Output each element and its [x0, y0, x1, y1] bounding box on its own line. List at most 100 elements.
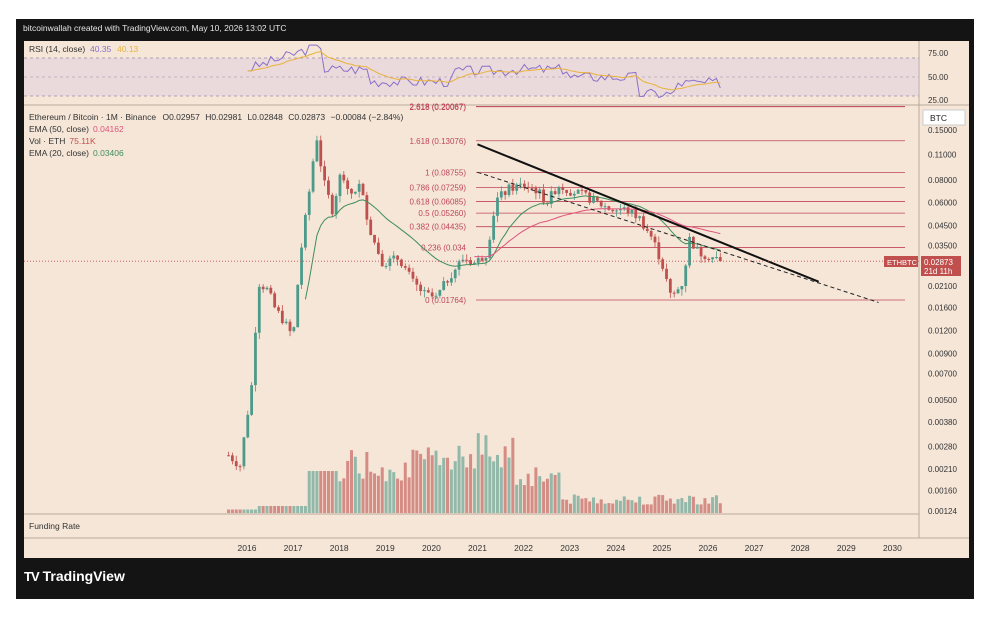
candle[interactable] — [380, 253, 384, 267]
candle[interactable] — [227, 455, 230, 457]
candle[interactable] — [461, 259, 465, 262]
candle[interactable] — [465, 259, 469, 261]
candle[interactable] — [261, 286, 265, 290]
candle[interactable] — [242, 437, 246, 467]
candle[interactable] — [453, 269, 457, 279]
candle[interactable] — [496, 197, 499, 216]
candle[interactable] — [476, 258, 480, 263]
candle[interactable] — [661, 259, 665, 269]
candle[interactable] — [688, 236, 691, 266]
candle[interactable] — [254, 332, 257, 386]
candle[interactable] — [507, 184, 511, 195]
candle[interactable] — [438, 289, 442, 296]
candle[interactable] — [250, 385, 254, 415]
candle[interactable] — [446, 281, 449, 283]
candle[interactable] — [415, 278, 419, 285]
candle[interactable] — [542, 189, 545, 203]
candle[interactable] — [407, 267, 411, 272]
candle[interactable] — [307, 191, 311, 215]
candle[interactable] — [595, 196, 599, 201]
candle[interactable] — [668, 279, 672, 293]
candle[interactable] — [549, 191, 553, 204]
candle[interactable] — [672, 292, 676, 294]
candle[interactable] — [569, 192, 572, 196]
candle[interactable] — [369, 219, 373, 236]
candle[interactable] — [288, 321, 292, 332]
candle[interactable] — [342, 174, 346, 181]
candle[interactable] — [699, 246, 703, 257]
candle[interactable] — [353, 191, 357, 194]
candle[interactable] — [703, 256, 707, 260]
candle[interactable] — [561, 187, 565, 190]
candle[interactable] — [599, 200, 603, 207]
candle[interactable] — [265, 287, 269, 290]
candle[interactable] — [580, 189, 584, 191]
candle[interactable] — [638, 216, 642, 219]
candle[interactable] — [392, 255, 396, 259]
candle[interactable] — [676, 289, 680, 294]
candle[interactable] — [315, 140, 319, 162]
candle[interactable] — [522, 183, 526, 187]
candle[interactable] — [303, 214, 307, 248]
candle[interactable] — [526, 186, 530, 188]
candle[interactable] — [442, 281, 446, 290]
candle[interactable] — [680, 286, 684, 290]
candle[interactable] — [311, 161, 315, 192]
candle[interactable] — [426, 290, 430, 293]
candle[interactable] — [449, 278, 453, 283]
candle[interactable] — [330, 194, 334, 215]
candle[interactable] — [296, 284, 300, 328]
candle[interactable] — [300, 247, 303, 285]
candle[interactable] — [707, 259, 711, 261]
candle[interactable] — [611, 209, 615, 212]
candle[interactable] — [419, 284, 423, 291]
candle[interactable] — [376, 242, 380, 254]
candle[interactable] — [584, 189, 588, 193]
candle[interactable] — [327, 180, 330, 195]
candle[interactable] — [511, 184, 515, 191]
candle[interactable] — [626, 207, 630, 214]
candle[interactable] — [269, 287, 273, 294]
trendline-dashed[interactable] — [477, 171, 879, 303]
candle[interactable] — [396, 255, 399, 260]
candle[interactable] — [499, 191, 503, 198]
candle[interactable] — [557, 187, 561, 195]
candle[interactable] — [634, 209, 638, 219]
candle[interactable] — [665, 268, 668, 280]
time-axis[interactable] — [24, 538, 969, 558]
candle[interactable] — [484, 257, 488, 261]
candle[interactable] — [565, 189, 569, 193]
candle[interactable] — [695, 246, 699, 249]
candle[interactable] — [361, 183, 365, 196]
candle[interactable] — [357, 183, 361, 192]
candle[interactable] — [588, 192, 592, 203]
candle[interactable] — [711, 257, 715, 260]
candle[interactable] — [657, 242, 661, 260]
candle[interactable] — [519, 183, 522, 185]
candle[interactable] — [277, 307, 280, 311]
candle[interactable] — [615, 210, 618, 212]
candle[interactable] — [384, 266, 388, 268]
candle[interactable] — [592, 196, 595, 203]
candle[interactable] — [292, 327, 296, 332]
candle[interactable] — [649, 230, 653, 237]
candle[interactable] — [411, 271, 415, 279]
candle[interactable] — [684, 265, 688, 287]
candle[interactable] — [622, 207, 626, 210]
candle[interactable] — [434, 295, 438, 297]
candle[interactable] — [645, 228, 649, 231]
candle[interactable] — [718, 257, 722, 262]
candle[interactable] — [653, 236, 657, 243]
candle[interactable] — [388, 258, 392, 267]
candle[interactable] — [430, 292, 434, 297]
candle[interactable] — [373, 235, 376, 243]
candle[interactable] — [530, 187, 534, 189]
candle[interactable] — [642, 216, 645, 229]
candle[interactable] — [319, 140, 323, 167]
candle[interactable] — [630, 209, 634, 214]
candle[interactable] — [473, 262, 476, 265]
candle[interactable] — [715, 257, 718, 259]
candle[interactable] — [423, 290, 426, 292]
candle[interactable] — [234, 461, 238, 467]
